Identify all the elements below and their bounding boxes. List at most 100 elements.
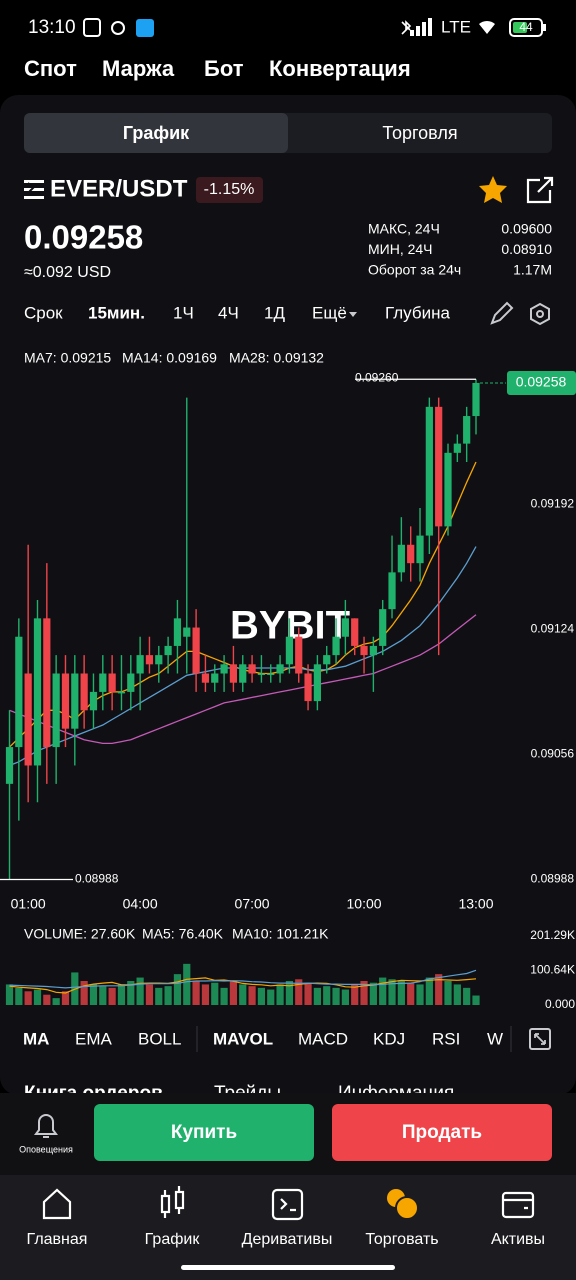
volume-bar [145, 984, 154, 1005]
settings-icon[interactable] [530, 302, 550, 326]
candle-body [173, 618, 182, 646]
draw-icon[interactable] [490, 301, 514, 325]
max-marker: 0.09260 [355, 370, 399, 384]
candle-body [5, 747, 14, 784]
candle-body [71, 673, 79, 729]
candle-body [351, 618, 359, 646]
expand-icon[interactable] [534, 1033, 546, 1045]
nav-label[interactable]: Активы [491, 1231, 545, 1248]
nav-label[interactable]: Деривативы [242, 1231, 333, 1248]
volume-bar [435, 974, 443, 1005]
candle-body [407, 544, 415, 564]
volume-bar [108, 987, 116, 1005]
volume-bar [80, 981, 88, 1005]
derivatives-icon[interactable] [271, 1188, 304, 1221]
indicator-tab[interactable]: KDJ [373, 1029, 405, 1048]
ma-legend: MA14: 0.09169 [122, 350, 217, 366]
indicator-tab[interactable]: RSI [432, 1029, 460, 1048]
dropdown-arrow[interactable] [349, 312, 357, 317]
view-tab[interactable]: График [123, 123, 190, 143]
view-switch-active [24, 113, 288, 153]
buy-button[interactable] [94, 1104, 314, 1161]
favorite-icon[interactable] [479, 176, 507, 203]
volume-bar [276, 984, 284, 1005]
candle-body [388, 572, 396, 610]
candle-body [15, 636, 23, 748]
stat-value: 0.09600 [501, 221, 552, 237]
bluetooth-icon [401, 20, 412, 35]
candle-body [332, 636, 340, 656]
volume-ma-line [9, 969, 477, 989]
sell-label[interactable]: Продать [402, 1122, 482, 1143]
volume-bar [24, 991, 32, 1005]
bell-icon[interactable] [34, 1114, 58, 1138]
volume-bar [285, 981, 293, 1005]
expand-icon[interactable] [529, 1028, 551, 1050]
candle-body [211, 673, 219, 683]
volume-bar [425, 977, 433, 1005]
candle-body [425, 406, 433, 536]
chart-icon[interactable] [160, 1186, 185, 1218]
candle-body [435, 406, 443, 527]
view-tab[interactable]: Торговля [382, 123, 457, 143]
volume-bar [183, 963, 191, 1005]
candle-body [453, 443, 461, 453]
share-icon[interactable] [526, 176, 554, 204]
volume-bar [248, 986, 256, 1005]
volume-bar [388, 979, 396, 1005]
candle-body [276, 664, 284, 674]
indicator-tab[interactable]: BOLL [138, 1029, 181, 1048]
menu-icon[interactable] [24, 180, 44, 199]
timeframe[interactable]: 4Ч [218, 303, 239, 322]
timeframe[interactable]: 15мин. [88, 303, 145, 322]
candle-body [89, 691, 98, 711]
indicator-tab[interactable]: MACD [298, 1029, 348, 1048]
timeframes: Срок 15мин. 1Ч 4Ч 1Д Ещё Глубина [24, 303, 450, 322]
volume-bar [463, 987, 471, 1005]
nav-label[interactable]: Главная [27, 1231, 88, 1248]
timeframe[interactable]: Глубина [385, 303, 450, 322]
volume-bar [89, 984, 98, 1005]
timeframe[interactable]: Срок [24, 303, 63, 322]
ma-legend: MA28: 0.09132 [229, 350, 324, 366]
status-network: LTE [441, 17, 471, 36]
sell-button[interactable] [332, 1104, 552, 1161]
volume-ma-legend: MA5: 76.40K [142, 926, 224, 942]
settings-icon[interactable] [536, 310, 544, 318]
volume-bar [444, 981, 452, 1005]
y-tick-label: 0.09056 [531, 747, 575, 761]
change: -1.15% [204, 181, 255, 198]
home-icon[interactable] [42, 1188, 72, 1220]
top-tab[interactable]: Конвертация [269, 56, 411, 81]
nav-label[interactable]: Торговать [365, 1231, 438, 1248]
candle-body [379, 609, 387, 646]
volume-bar [33, 989, 42, 1005]
candle-body [267, 673, 275, 676]
top-tab[interactable]: Бот [204, 56, 244, 81]
y-tick-label: 0.09192 [531, 496, 575, 510]
candle-body [164, 645, 172, 656]
assets-icon[interactable] [501, 1191, 535, 1219]
indicator-tab[interactable]: EMA [75, 1029, 113, 1048]
indicator-tab[interactable]: MAVOL [213, 1029, 273, 1048]
volume-bar [211, 982, 219, 1005]
timeframe[interactable]: 1Д [264, 303, 285, 322]
ma-line [9, 614, 477, 745]
timeframe[interactable]: Ещё [312, 303, 347, 322]
volume-bar [304, 982, 312, 1005]
top-tab[interactable]: Спот [24, 56, 77, 81]
candle-body [239, 664, 247, 683]
buy-label[interactable]: Купить [171, 1122, 237, 1143]
indicator-tab[interactable]: MA [23, 1029, 49, 1048]
volume-legend: VOLUME: 27.60K [24, 926, 136, 942]
last-price: 0.09258 [516, 374, 567, 390]
x-tick-label: 10:00 [347, 896, 382, 912]
timeframe[interactable]: 1Ч [173, 303, 194, 322]
nav-label[interactable]: График [145, 1231, 201, 1248]
min-marker: 0.08988 [75, 872, 119, 886]
top-tab[interactable]: Маржа [102, 56, 175, 81]
trade-icon[interactable] [387, 1189, 419, 1220]
indicator-tab[interactable]: W [487, 1029, 503, 1048]
volume-bar [453, 984, 461, 1005]
alerts-label[interactable]: Оповещения [19, 1144, 73, 1154]
